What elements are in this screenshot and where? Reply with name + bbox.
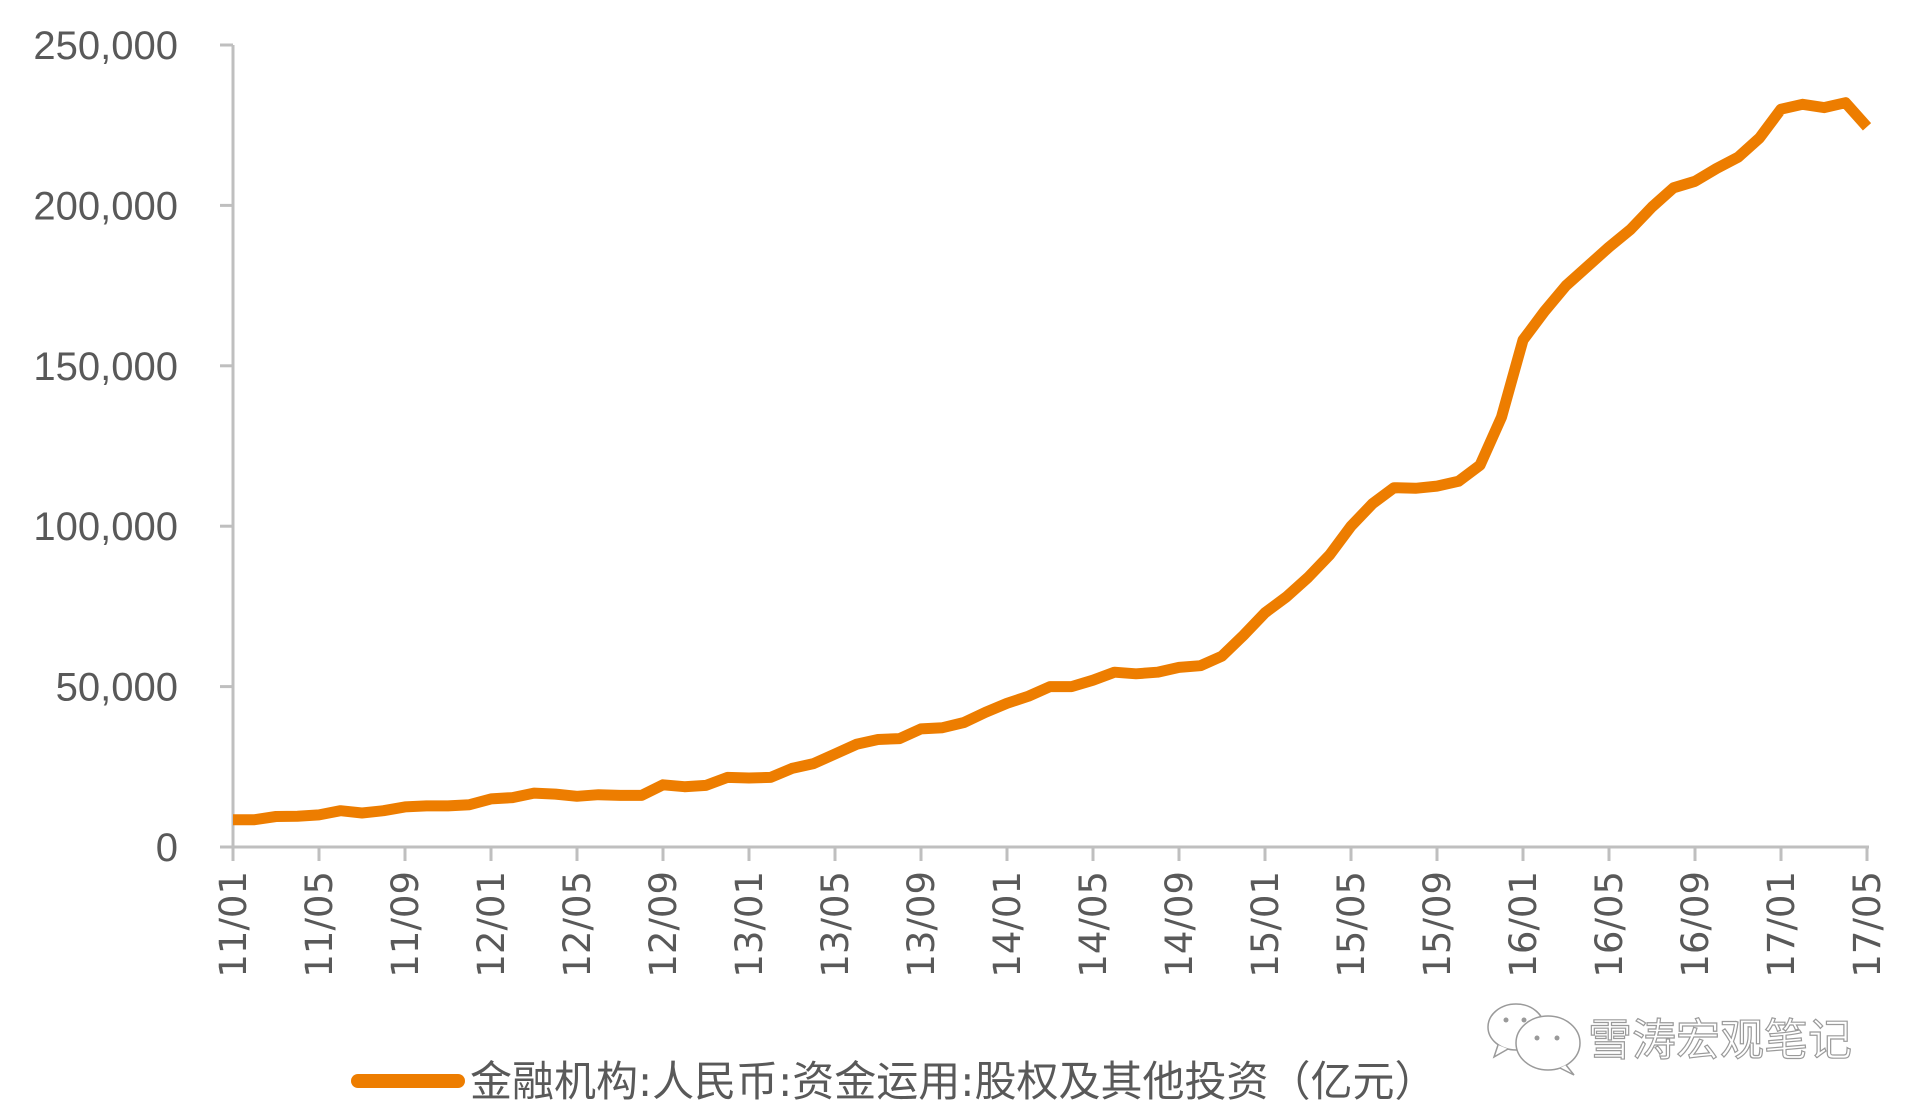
x-tick-label: 17/05 <box>1846 871 1889 978</box>
legend-label: 金融机构:人民币:资金运用:股权及其他投资（亿元） <box>470 1057 1436 1106</box>
x-tick-label: 16/05 <box>1588 871 1631 978</box>
x-tick-label: 11/09 <box>384 871 427 978</box>
wechat-icon <box>1487 1003 1581 1076</box>
watermark-text: 雪涛宏观笔记 <box>1588 1015 1852 1066</box>
x-tick-label: 12/09 <box>642 871 685 978</box>
x-tick-label: 15/05 <box>1330 871 1373 978</box>
x-tick-label: 12/01 <box>470 871 513 978</box>
y-tick-label: 200,000 <box>33 184 178 228</box>
y-tick-label: 150,000 <box>33 345 178 389</box>
series-polyline <box>233 97 1872 826</box>
x-tick-label: 11/01 <box>212 871 255 978</box>
x-tick-label: 11/05 <box>298 871 341 978</box>
x-tick-label: 15/01 <box>1244 871 1287 978</box>
x-tick-label: 15/09 <box>1416 871 1459 978</box>
x-tick-label: 14/09 <box>1158 871 1201 978</box>
x-axis: 11/01 11/05 11/09 12/01 12/05 12/09 13/01 13/05… <box>212 845 1889 978</box>
x-tick-label: 16/09 <box>1674 871 1717 978</box>
y-tick-label: 100,000 <box>33 505 178 549</box>
x-tick-label: 13/09 <box>900 871 943 978</box>
x-tick-label: 13/05 <box>814 871 857 978</box>
x-tick-label: 16/01 <box>1502 871 1545 978</box>
y-tick-label: 50,000 <box>56 666 178 710</box>
x-tick-label: 14/05 <box>1072 871 1115 978</box>
x-tick-label: 13/01 <box>728 871 771 978</box>
x-tick-label: 17/01 <box>1760 871 1803 978</box>
y-tick-label: 250,000 <box>33 24 178 68</box>
series-line <box>233 97 1872 826</box>
y-tick-label: 0 <box>156 826 178 870</box>
legend: 金融机构:人民币:资金运用:股权及其他投资（亿元） <box>351 1057 1436 1106</box>
x-tick-label: 14/01 <box>986 871 1029 978</box>
watermark: 雪涛宏观笔记 <box>1487 1003 1853 1076</box>
y-axis: 0 50,000 100,000 150,000 200,000 250,000 <box>33 24 235 870</box>
x-tick-label: 12/05 <box>556 871 599 978</box>
